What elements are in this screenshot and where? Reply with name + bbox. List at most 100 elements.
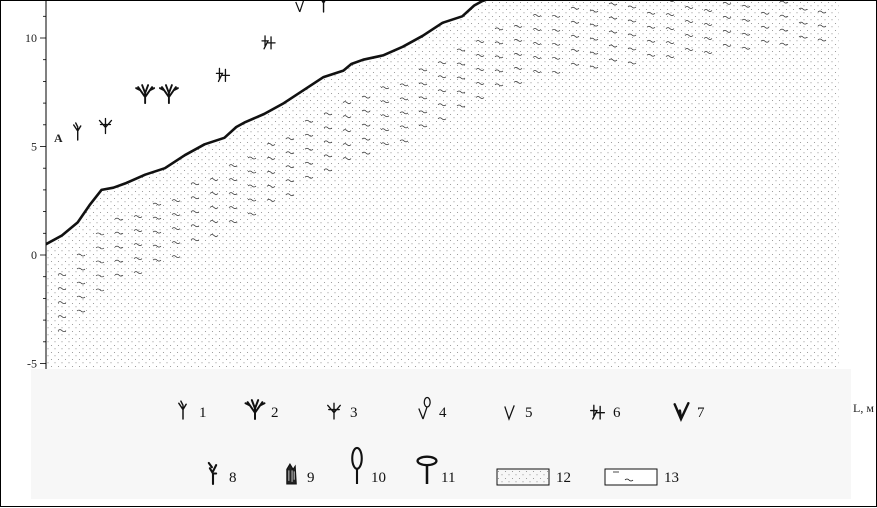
wave-mark: [456, 104, 466, 108]
wave-mark: [266, 171, 276, 174]
legend-symbol-9: [286, 463, 297, 485]
wave-mark: [608, 44, 618, 48]
wave-mark: [722, 2, 732, 5]
wave-mark: [646, 11, 656, 15]
wave-mark: [646, 53, 656, 57]
wave-mark: [418, 124, 428, 128]
wave-mark: [532, 42, 542, 45]
wave-mark: [437, 89, 447, 93]
wave-mark: [342, 115, 352, 119]
wave-mark: [627, 5, 637, 9]
legend-label-3: 3: [350, 405, 358, 421]
wave-mark: [437, 75, 447, 79]
wave-mark: [95, 232, 105, 236]
ground-surface-line: [45, 1, 487, 246]
wave-mark: [247, 170, 257, 174]
wave-mark: [418, 68, 428, 72]
wave-mark: [627, 47, 637, 51]
wave-mark: [152, 202, 162, 206]
wave-mark: [570, 62, 580, 66]
wave-mark: [190, 224, 200, 228]
wave-mark: [323, 168, 333, 172]
vegetation-symbols: [73, 1, 326, 141]
wave-mark: [646, 25, 656, 29]
wave-mark: [722, 30, 732, 33]
wave-mark: [133, 271, 143, 274]
wave-mark: [285, 193, 295, 197]
wave-mark: [190, 210, 200, 214]
wave-mark: [285, 137, 295, 141]
legend: 1 2 3 4 5 6 78 9 10 11 12 13: [31, 369, 851, 499]
legend-symbol-7: [673, 402, 690, 422]
wave-mark: [342, 101, 352, 105]
wave-mark: [133, 243, 143, 246]
plant-symbol-1: [73, 122, 82, 141]
wave-mark: [589, 51, 599, 55]
wave-mark: [513, 52, 523, 56]
wave-mark: [361, 109, 371, 113]
wave-mark: [494, 55, 504, 59]
wave-mark: [304, 147, 314, 151]
wave-mark: [684, 34, 694, 37]
wave-mark: [798, 21, 808, 25]
wave-mark: [589, 37, 599, 41]
wave-mark: [513, 80, 523, 84]
legend-label-12: 12: [556, 470, 571, 486]
wave-mark: [380, 86, 390, 90]
wave-mark: [133, 229, 143, 232]
wave-mark: [399, 139, 409, 143]
wave-mark: [228, 206, 238, 209]
wave-mark: [285, 151, 295, 155]
wave-mark: [380, 100, 390, 104]
wave-mark: [456, 76, 466, 80]
wave-mark: [95, 288, 105, 292]
wave-mark: [114, 231, 124, 235]
wave-mark: [779, 14, 789, 18]
wave-mark: [703, 23, 713, 26]
wave-mark: [551, 28, 561, 32]
wave-mark: [323, 112, 333, 116]
wave-mark: [228, 164, 238, 167]
wave-mark: [551, 14, 561, 18]
plant-symbol-4: [295, 1, 305, 13]
wave-mark: [532, 28, 542, 31]
point-label-start: A: [54, 131, 63, 145]
wave-mark: [133, 257, 143, 260]
wave-mark: [152, 244, 162, 248]
wave-mark: [665, 27, 675, 30]
wave-mark: [551, 42, 561, 46]
wave-marks: [57, 1, 827, 332]
legend-symbol-12: [496, 468, 550, 486]
wave-mark: [247, 184, 257, 188]
wave-mark: [684, 6, 694, 9]
legend-symbol-3: [327, 402, 341, 420]
legend-label-4: 4: [439, 405, 447, 421]
wave-mark: [209, 220, 219, 223]
wave-mark: [722, 16, 732, 19]
legend-label-13: 13: [664, 470, 679, 486]
wave-mark: [399, 111, 409, 115]
wave-mark: [171, 199, 181, 202]
wave-mark: [304, 175, 314, 179]
wave-mark: [133, 215, 143, 218]
wave-mark: [342, 157, 352, 161]
wave-mark: [456, 48, 466, 52]
wave-mark: [817, 38, 827, 42]
wave-mark: [513, 66, 523, 70]
wave-mark: [722, 44, 732, 47]
wave-mark: [266, 157, 276, 160]
wave-mark: [323, 154, 333, 158]
wave-mark: [209, 178, 219, 181]
wave-mark: [209, 206, 219, 209]
legend-label-5: 5: [525, 405, 533, 421]
legend-symbol-6: [590, 404, 606, 420]
wave-mark: [342, 129, 352, 133]
wave-mark: [703, 51, 713, 54]
wave-mark: [399, 125, 409, 129]
wave-mark: [760, 25, 770, 29]
wave-mark: [380, 114, 390, 118]
wave-mark: [475, 82, 485, 85]
wave-mark: [494, 83, 504, 87]
wave-mark: [190, 182, 200, 186]
wave-mark: [589, 65, 599, 69]
